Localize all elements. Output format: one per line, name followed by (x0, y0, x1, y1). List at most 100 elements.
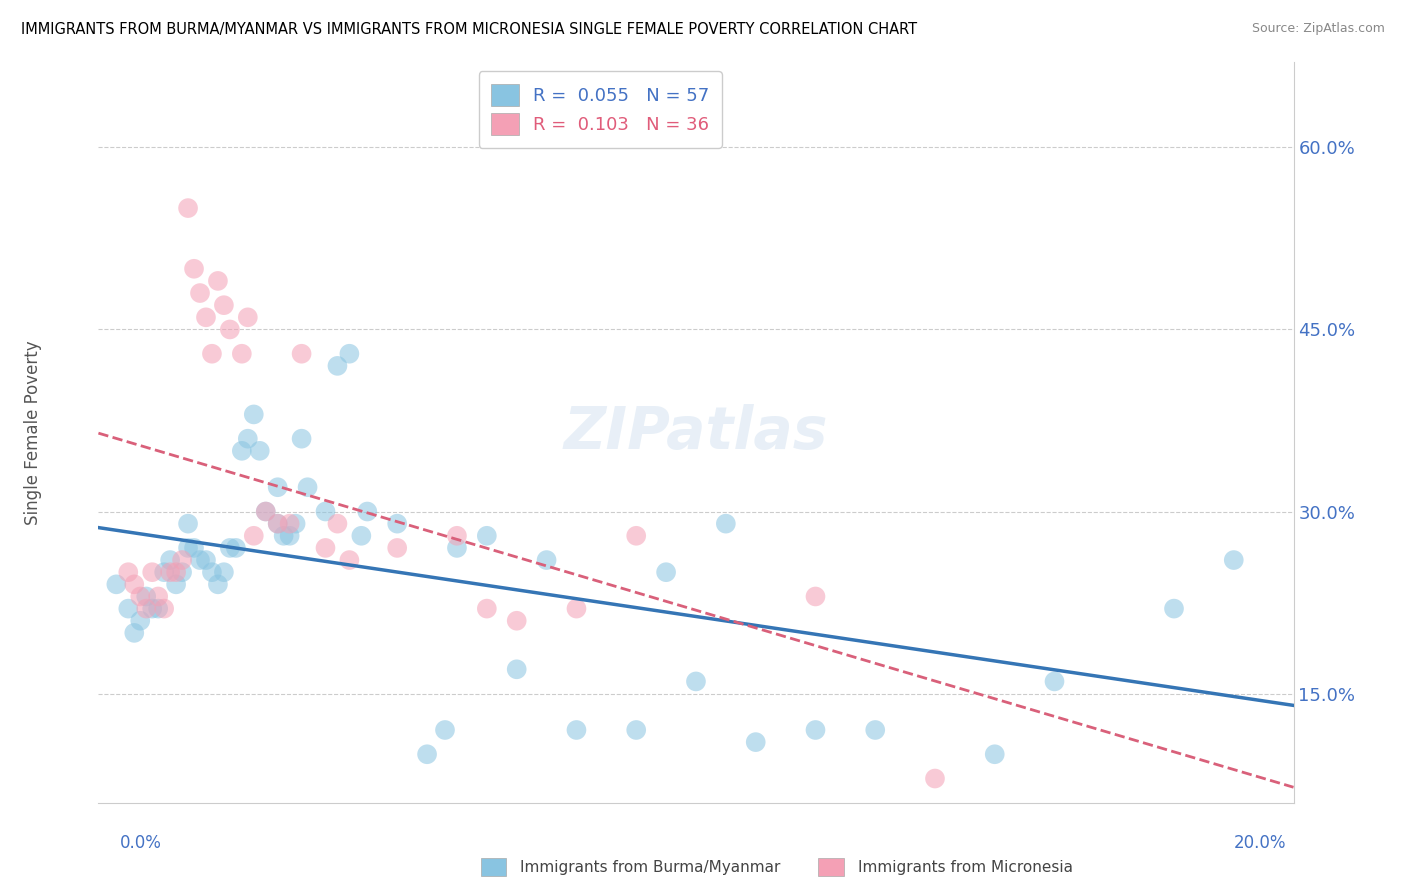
Point (804, 590, 827, 604)
Point (153, 565, 176, 579)
Text: Immigrants from Micronesia: Immigrants from Micronesia (858, 860, 1073, 874)
Point (231, 347, 253, 361)
Point (714, 516, 737, 531)
Point (159, 565, 181, 579)
Point (339, 553, 361, 567)
Point (434, 723, 457, 737)
Point (565, 723, 588, 737)
Point (536, 553, 558, 567)
Point (267, 516, 290, 531)
Text: 20.0%: 20.0% (1234, 834, 1286, 852)
Point (124, 577, 146, 591)
Point (745, 735, 768, 749)
Point (416, 747, 439, 762)
Point (506, 614, 529, 628)
Point (129, 590, 152, 604)
Point (1163, 601, 1185, 615)
Point (1223, 553, 1246, 567)
Point (183, 261, 205, 276)
Text: Single Female Poverty: Single Female Poverty (24, 341, 42, 524)
Point (148, 601, 170, 615)
Point (385, 541, 409, 555)
Point (249, 443, 271, 458)
Point (236, 310, 259, 325)
Point (446, 529, 468, 543)
Point (212, 565, 235, 579)
Point (339, 347, 361, 361)
Point (124, 626, 146, 640)
Point (356, 504, 378, 518)
Point (804, 723, 827, 737)
Point (177, 201, 200, 215)
Point (201, 565, 224, 579)
Point (291, 347, 314, 361)
Point (1043, 674, 1066, 689)
Point (315, 541, 337, 555)
Point (385, 516, 409, 531)
Point (225, 541, 247, 555)
Point (984, 747, 1007, 762)
Point (165, 577, 187, 591)
Point (165, 565, 187, 579)
Point (291, 432, 314, 446)
Point (207, 274, 229, 288)
Point (148, 590, 170, 604)
Text: Immigrants from Burma/Myanmar: Immigrants from Burma/Myanmar (520, 860, 780, 874)
Text: IMMIGRANTS FROM BURMA/MYANMAR VS IMMIGRANTS FROM MICRONESIA SINGLE FEMALE POVERT: IMMIGRANTS FROM BURMA/MYANMAR VS IMMIGRA… (21, 22, 917, 37)
Point (267, 516, 290, 531)
Point (267, 480, 290, 494)
Point (219, 322, 242, 336)
Point (655, 565, 678, 579)
Point (626, 723, 648, 737)
Point (212, 298, 235, 312)
Point (236, 432, 259, 446)
Point (188, 553, 211, 567)
Point (924, 772, 946, 786)
Point (207, 577, 229, 591)
Point (565, 601, 588, 615)
Point (172, 565, 194, 579)
Point (297, 480, 319, 494)
Point (231, 443, 253, 458)
Point (183, 541, 205, 555)
Point (475, 529, 498, 543)
Point (135, 590, 157, 604)
Point (273, 529, 295, 543)
Point (446, 541, 468, 555)
Point (278, 529, 301, 543)
Point (243, 408, 266, 422)
Point (243, 529, 266, 543)
Point (219, 541, 242, 555)
Point (685, 674, 707, 689)
Point (195, 310, 218, 325)
Point (135, 601, 157, 615)
Text: ZIPatlas: ZIPatlas (564, 404, 828, 461)
Point (326, 516, 349, 531)
Point (117, 565, 139, 579)
Point (105, 577, 128, 591)
Point (326, 359, 349, 373)
Point (141, 565, 163, 579)
Point (177, 541, 200, 555)
Point (278, 516, 301, 531)
Point (315, 504, 337, 518)
Point (475, 601, 498, 615)
Text: 0.0%: 0.0% (120, 834, 162, 852)
Point (117, 601, 139, 615)
Point (141, 601, 163, 615)
Point (172, 553, 194, 567)
Point (865, 723, 887, 737)
Point (254, 504, 277, 518)
Point (177, 516, 200, 531)
Legend: R =  0.055   N = 57, R =  0.103   N = 36: R = 0.055 N = 57, R = 0.103 N = 36 (479, 71, 721, 148)
Point (626, 529, 648, 543)
Point (201, 347, 224, 361)
Point (153, 601, 176, 615)
Point (506, 662, 529, 676)
Point (129, 614, 152, 628)
Point (350, 529, 373, 543)
Text: Source: ZipAtlas.com: Source: ZipAtlas.com (1251, 22, 1385, 36)
Point (254, 504, 277, 518)
Point (284, 516, 307, 531)
Point (188, 286, 211, 301)
